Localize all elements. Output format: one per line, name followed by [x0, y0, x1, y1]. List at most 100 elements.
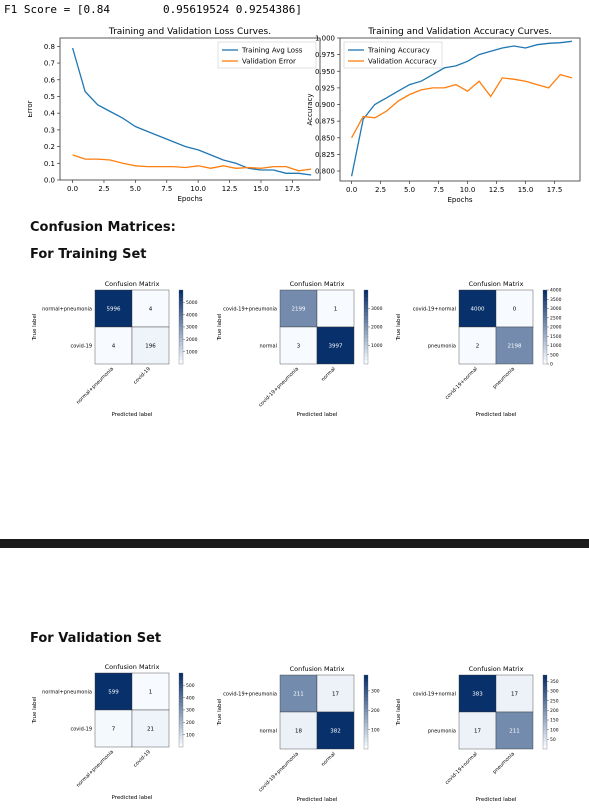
- x-tick-label: 5.0: [404, 186, 415, 194]
- colorbar-segment: [543, 308, 547, 313]
- colorbar-segment: [364, 678, 368, 683]
- validation-confusion-matrix-3: Confusion Matrix 383 17 17 211 covid-19+norma…: [396, 665, 559, 803]
- cell-value: 2198: [508, 344, 522, 350]
- colorbar-segment: [364, 352, 368, 358]
- y-axis-label: True label: [217, 313, 223, 341]
- matrix-cell: [94, 672, 133, 711]
- cell-value: 211: [293, 692, 304, 698]
- colorbar-segment: [364, 675, 368, 680]
- colorbar-segment: [179, 334, 183, 339]
- cell-value: 17: [511, 692, 518, 698]
- colorbar-segment: [364, 319, 368, 324]
- col-label: normal: [320, 366, 337, 383]
- colorbar-segment: [179, 735, 183, 741]
- colorbar-tick-label: 2000: [186, 337, 198, 343]
- colorbar-segment: [179, 724, 183, 729]
- y-tick-label: 0.975: [315, 51, 335, 59]
- cell-value: 599: [108, 690, 119, 696]
- colorbar-tick-label: 200: [550, 708, 559, 714]
- matrix-cell: [94, 709, 133, 748]
- cell-value: 4000: [471, 307, 485, 313]
- colorbar-frame: [542, 674, 548, 750]
- legend-label: Training Accuracy: [367, 47, 430, 55]
- y-tick-label: 0.2: [44, 143, 55, 151]
- training-set-heading: For Training Set: [30, 247, 147, 262]
- colorbar-tick-label: 3000: [186, 325, 198, 331]
- colorbar-tick-label: 50: [550, 737, 556, 743]
- colorbar-segment: [364, 308, 368, 313]
- colorbar-segment: [364, 719, 368, 724]
- col-label: covid-19+normal: [444, 751, 479, 786]
- colorbar-segment: [364, 312, 368, 317]
- colorbar-tick-label: 500: [186, 683, 195, 689]
- matrix-title: Confusion Matrix: [105, 280, 160, 288]
- colorbar-tick-label: 3000: [550, 306, 562, 312]
- colorbar-segment: [179, 345, 183, 350]
- colorbar-tick-label: 4000: [186, 312, 198, 318]
- colorbar-segment: [364, 293, 368, 298]
- y-axis-label: True label: [32, 696, 38, 724]
- colorbar-tick-label: 5000: [186, 300, 198, 306]
- series-line: [72, 154, 312, 172]
- colorbar-segment: [179, 713, 183, 718]
- loss-curve-chart: Training and Validation Loss Curves. 0.0 2…: [28, 27, 321, 203]
- colorbar-segment: [364, 723, 368, 728]
- y-tick-label: 0.800: [315, 168, 335, 176]
- cell-value: 0: [513, 307, 517, 313]
- colorbar-tick-label: 300: [550, 689, 559, 695]
- legend-box: [217, 41, 317, 69]
- colorbar-segment: [364, 726, 368, 731]
- row-label: pneumonia: [428, 729, 456, 735]
- colorbar-segment: [179, 739, 183, 744]
- matrix-cell: [131, 709, 170, 748]
- matrix-cell: [495, 674, 534, 713]
- y-tick-label: 0.3: [44, 126, 55, 134]
- cell-value: 382: [330, 729, 341, 735]
- x-tick-label: 0.0: [67, 185, 78, 193]
- y-tick-label: 1.000: [315, 35, 335, 43]
- x-axis-label: Predicted label: [297, 797, 338, 803]
- matrix-cell: [316, 289, 355, 328]
- matrix-title: Confusion Matrix: [469, 665, 524, 673]
- validation-set-heading: For Validation Set: [30, 631, 162, 646]
- col-label: normal: [320, 751, 337, 768]
- colorbar-segment: [543, 678, 547, 683]
- colorbar-segment: [179, 702, 183, 707]
- y-tick-label: 0.850: [315, 134, 335, 142]
- x-axis-label: Predicted label: [112, 412, 153, 418]
- y-axis-label: Accuracy: [306, 94, 314, 126]
- colorbar-segment: [543, 345, 547, 350]
- x-axis-label: Predicted label: [476, 412, 517, 418]
- colorbar-segment: [543, 693, 547, 698]
- colorbar-segment: [179, 717, 183, 722]
- colorbar-segment: [179, 691, 183, 696]
- cell-value: 3: [297, 344, 301, 350]
- colorbar-segment: [543, 315, 547, 321]
- colorbar-segment: [179, 312, 183, 317]
- x-axis-label: Predicted label: [297, 412, 338, 418]
- cell-value: 4: [112, 344, 116, 350]
- colorbar-segment: [179, 687, 183, 692]
- series-line: [350, 40, 572, 177]
- colorbar-segment: [364, 315, 368, 321]
- validation-confusion-matrix-2: Confusion Matrix 211 17 18 382 covid-19+pneum…: [217, 665, 380, 803]
- matrix-cell: [131, 326, 170, 365]
- x-axis-label: Predicted label: [112, 795, 153, 801]
- cell-value: 17: [332, 692, 339, 698]
- colorbar-segment: [543, 734, 547, 739]
- cell-value: 3997: [329, 344, 343, 350]
- colorbar-segment: [364, 360, 368, 365]
- colorbar-segment: [179, 676, 183, 681]
- confusion-heading: Confusion Matrices:: [30, 220, 176, 235]
- colorbar-segment: [179, 308, 183, 313]
- validation-confusion-matrix-1: Confusion Matrix 599 1 7 21 normal+pneumonia c…: [32, 663, 195, 801]
- colorbar-segment: [364, 712, 368, 717]
- accuracy-curve-chart: Training and Validation Accuracy Curves.…: [306, 27, 581, 204]
- row-label: covid-19+pneumonia: [223, 692, 277, 698]
- colorbar-segment: [179, 327, 183, 332]
- matrix-cell: [279, 674, 318, 713]
- col-label: normal+pneumonia: [75, 366, 114, 405]
- colorbar-tick-label: 1500: [550, 334, 562, 340]
- colorbar-tick-label: 2500: [550, 315, 562, 321]
- colorbar-segment: [543, 356, 547, 361]
